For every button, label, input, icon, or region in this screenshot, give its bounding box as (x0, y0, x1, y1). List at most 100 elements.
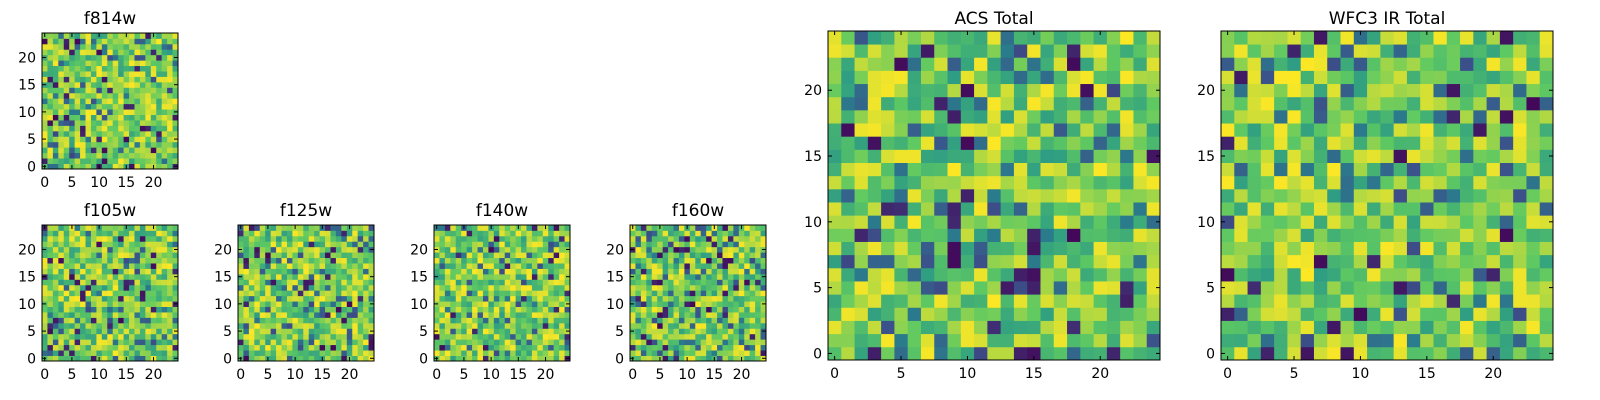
heatmap-cell (493, 263, 500, 269)
heatmap-cell (314, 322, 320, 329)
heatmap-cell (700, 241, 707, 248)
heatmap-cell (559, 328, 565, 335)
heatmap-cell (755, 268, 761, 275)
heatmap-cell (357, 306, 364, 313)
heatmap-cell (85, 81, 92, 88)
heatmap-cell (760, 333, 767, 340)
heatmap-cell (651, 328, 658, 335)
heatmap-cell (1406, 109, 1421, 124)
heatmap-cell (112, 60, 119, 67)
heatmap-cell (1460, 215, 1474, 229)
heatmap-cell (630, 252, 636, 259)
heatmap-cell (657, 328, 664, 335)
heatmap-cell (760, 317, 767, 324)
heatmap-cell (42, 98, 48, 105)
heatmap-cell (357, 322, 364, 329)
heatmap-cell (281, 317, 288, 324)
heatmap-cell (1300, 307, 1315, 321)
heatmap-cell (112, 114, 119, 121)
heatmap-cell (74, 252, 81, 259)
heatmap-cell (960, 149, 975, 163)
heatmap-cell (651, 322, 658, 329)
heatmap-cell (254, 284, 261, 291)
heatmap-cell (673, 322, 680, 329)
heatmap-cell (678, 252, 685, 259)
heatmap-cell (854, 346, 869, 361)
heatmap-cell (156, 312, 163, 318)
heatmap-cell (1040, 96, 1055, 111)
heatmap-cell (265, 295, 272, 302)
heatmap-cell (1327, 31, 1341, 45)
heatmap-cell (145, 49, 152, 56)
heatmap-cell (1027, 254, 1041, 269)
heatmap-cell (276, 322, 282, 329)
heatmap-cell (907, 96, 922, 111)
heatmap-cell (58, 76, 65, 83)
heatmap-cell (123, 114, 130, 121)
heatmap-cell (733, 241, 740, 248)
heatmap-cell (450, 306, 457, 313)
heatmap-cell (107, 339, 114, 346)
heatmap-cell (286, 301, 293, 307)
heatmap-cell (85, 109, 92, 115)
y-tick-label: 10 (804, 215, 822, 231)
heatmap-cell (1473, 70, 1487, 85)
heatmap-cell (531, 246, 538, 253)
heatmap-cell (744, 339, 751, 346)
heatmap-cell (1287, 215, 1302, 229)
heatmap-cell (90, 328, 97, 335)
heatmap-cell (1013, 346, 1028, 361)
heatmap-cell (69, 152, 76, 159)
heatmap-cell (58, 252, 65, 259)
heatmap-cell (80, 136, 86, 143)
heatmap-cell (145, 333, 152, 340)
y-tick-label: 10 (18, 297, 36, 313)
heatmap-cell (689, 290, 696, 297)
heatmap-cell (308, 268, 315, 275)
heatmap-cell (711, 317, 718, 324)
heatmap-cell (450, 322, 457, 329)
heatmap-cell (542, 230, 549, 237)
heatmap-cell (444, 344, 451, 351)
heatmap-cell (1300, 320, 1315, 335)
heatmap-cell (150, 98, 157, 105)
heatmap-cell (434, 322, 440, 329)
heatmap-cell (172, 103, 179, 110)
heatmap-cell (461, 301, 468, 307)
heatmap-cell (123, 81, 130, 88)
heatmap-cell (63, 328, 70, 335)
heatmap-cell (466, 273, 473, 280)
heatmap-cell (722, 339, 729, 346)
heatmap-cell (145, 43, 152, 50)
heatmap-cell (1513, 320, 1527, 335)
heatmap-cell (1340, 228, 1355, 242)
heatmap-cell (564, 333, 571, 340)
heatmap-cell (325, 284, 331, 291)
heatmap-cell (52, 235, 59, 242)
heatmap-cell (1274, 320, 1288, 335)
heatmap-cell (706, 306, 712, 313)
heatmap-cell (684, 350, 691, 356)
heatmap-cell (134, 263, 141, 269)
heatmap-cell (662, 279, 669, 286)
heatmap-cell (134, 333, 141, 340)
heatmap-cell (493, 290, 500, 297)
heatmap-cell (150, 92, 157, 99)
heatmap-cell (352, 339, 359, 346)
heatmap-cell (150, 333, 157, 340)
heatmap-cell (330, 306, 337, 313)
heatmap-cell (325, 339, 331, 346)
heatmap-cell (352, 225, 359, 231)
heatmap-cell (90, 322, 97, 329)
heatmap-cell (325, 273, 331, 280)
heatmap-cell (920, 281, 935, 295)
heatmap-cell (314, 306, 320, 313)
heatmap-cell (341, 333, 348, 340)
heatmap-cell (112, 312, 119, 318)
heatmap-cell (515, 230, 522, 237)
heatmap-cell (689, 246, 696, 253)
heatmap-cell (760, 268, 767, 275)
heatmap-cell (58, 152, 65, 159)
heatmap-cell (145, 109, 152, 115)
heatmap-cell (368, 339, 375, 346)
